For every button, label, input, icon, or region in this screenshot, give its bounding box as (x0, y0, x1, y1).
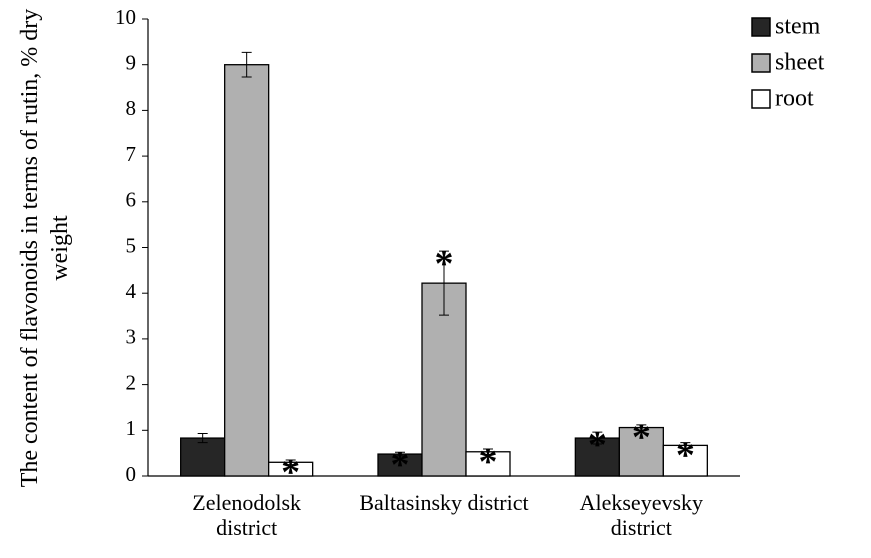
y-axis-label: The content of flavonoids in terms of ru… (17, 8, 73, 488)
y-tick-label: 9 (126, 51, 137, 75)
error-bar (241, 51, 252, 78)
y-tick-label: 5 (126, 233, 137, 257)
error-bar (285, 459, 296, 466)
legend-label: stem (775, 14, 821, 40)
error-bar (636, 424, 647, 431)
x-tick-label: Alekseyevsky district (579, 490, 704, 541)
legend-swatch (751, 89, 771, 109)
legend-swatch (751, 17, 771, 37)
annotation: * (632, 417, 651, 459)
annotation: * (479, 441, 498, 483)
error-bar (592, 431, 603, 445)
annotation: * (588, 424, 607, 466)
x-tick-label: Zelenodolsk district (192, 490, 302, 541)
y-tick-label: 2 (126, 370, 137, 394)
bar (465, 451, 511, 477)
error-bar (680, 442, 691, 449)
error-bar (483, 448, 493, 456)
y-tick-label: 6 (126, 188, 137, 212)
annotation: * (676, 434, 695, 476)
bar (180, 437, 226, 477)
legend-swatch (751, 53, 771, 73)
y-tick-label: 3 (126, 325, 137, 349)
y-tick-label: 8 (126, 96, 137, 120)
x-tick-label: Baltasinsky district (359, 490, 529, 515)
legend-label: root (775, 86, 814, 112)
annotation: * (435, 243, 454, 285)
annotation: * (391, 444, 410, 486)
error-bar (197, 432, 208, 444)
y-tick-label: 1 (126, 416, 137, 440)
y-tick-label: 0 (126, 462, 137, 486)
bar (224, 64, 270, 477)
bar (618, 426, 664, 477)
annotation: * (281, 452, 300, 494)
legend-label: sheet (775, 50, 825, 76)
error-bar (439, 250, 449, 316)
y-tick-label: 7 (126, 142, 137, 166)
error-bar (395, 451, 405, 457)
y-tick-label: 4 (126, 279, 137, 303)
y-tick-label: 10 (115, 5, 136, 29)
